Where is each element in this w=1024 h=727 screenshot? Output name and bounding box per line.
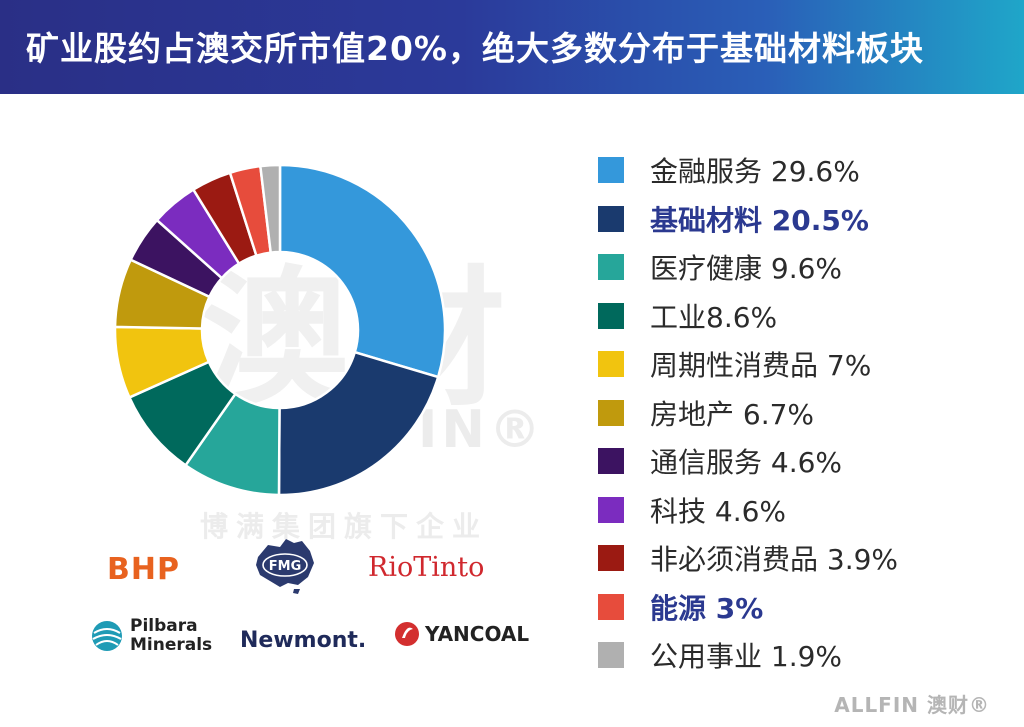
donut-slice: [277, 350, 440, 497]
legend-label: 周期性消费品 7%: [650, 349, 872, 383]
legend-label: 医疗健康 9.6%: [650, 252, 843, 286]
legend-item: 房地产 6.7%: [598, 389, 998, 438]
legend-item: 周期性消费品 7%: [598, 340, 998, 389]
legend-item: 能源 3%: [598, 583, 998, 632]
legend-label: 科技 4.6%: [650, 494, 787, 528]
donut-chart: [113, 163, 447, 497]
legend-item: 医疗健康 9.6%: [598, 243, 998, 292]
legend-label: 公用事业 1.9%: [650, 640, 843, 674]
legend-label: 基础材料 20.5%: [650, 203, 869, 237]
donut-slice: [278, 163, 447, 379]
legend-label: 通信服务 4.6%: [650, 446, 843, 480]
pilbara-logo-line2: Minerals: [130, 635, 213, 655]
fmg-logo-text: FMG: [269, 559, 302, 574]
legend-label: 工业8.6%: [650, 300, 778, 334]
legend-swatch: [598, 642, 624, 669]
yancoal-logo: YANCOAL: [393, 620, 529, 648]
legend-swatch: [598, 448, 624, 475]
legend-swatch: [598, 157, 624, 184]
legend-swatch: [598, 302, 624, 329]
globe-icon: [92, 621, 122, 651]
legend-item: 公用事业 1.9%: [598, 631, 998, 680]
yancoal-logo-text: YANCOAL: [425, 622, 530, 646]
legend-swatch: [598, 496, 624, 523]
pilbara-logo-line1: Pilbara: [130, 616, 198, 636]
legend-label: 金融服务 29.6%: [650, 155, 860, 189]
legend-item: 非必须消费品 3.9%: [598, 534, 998, 583]
legend-item: 金融服务 29.6%: [598, 146, 998, 195]
legend-swatch: [598, 351, 624, 378]
chart-legend: 金融服务 29.6% 基础材料 20.5% 医疗健康 9.6% 工业8.6% 周期性消费…: [598, 146, 998, 680]
legend-swatch: [598, 593, 624, 620]
legend-swatch: [598, 254, 624, 281]
legend-swatch: [598, 545, 624, 572]
australia-map-icon: FMG: [256, 539, 314, 594]
riotinto-logo: RioTinto: [368, 552, 485, 583]
donut-slice: [258, 163, 282, 254]
page-title: 矿业股约占澳交所市值20%，绝大多数分布于基础材料板块: [26, 29, 924, 68]
watermark-subtitle: 博满集团旗下企业: [200, 510, 489, 543]
legend-item: 工业8.6%: [598, 292, 998, 341]
fmg-logo: FMG: [250, 535, 320, 595]
legend-item: 通信服务 4.6%: [598, 437, 998, 486]
newmont-logo: Newmont.: [240, 628, 367, 653]
legend-item: 科技 4.6%: [598, 486, 998, 535]
footer-brand: ALLFIN 澳财®: [834, 693, 990, 717]
yancoal-emblem-icon: [395, 622, 419, 646]
bhp-logo: BHP: [107, 552, 180, 587]
legend-label: 房地产 6.7%: [650, 397, 815, 431]
legend-swatch: [598, 399, 624, 426]
pilbara-minerals-logo: Pilbara Minerals: [90, 617, 212, 655]
legend-label: 非必须消费品 3.9%: [650, 543, 899, 577]
legend-item: 基础材料 20.5%: [598, 195, 998, 244]
legend-swatch: [598, 205, 624, 232]
title-banner: 矿业股约占澳交所市值20%，绝大多数分布于基础材料板块: [0, 0, 1024, 94]
legend-label: 能源 3%: [650, 591, 764, 625]
